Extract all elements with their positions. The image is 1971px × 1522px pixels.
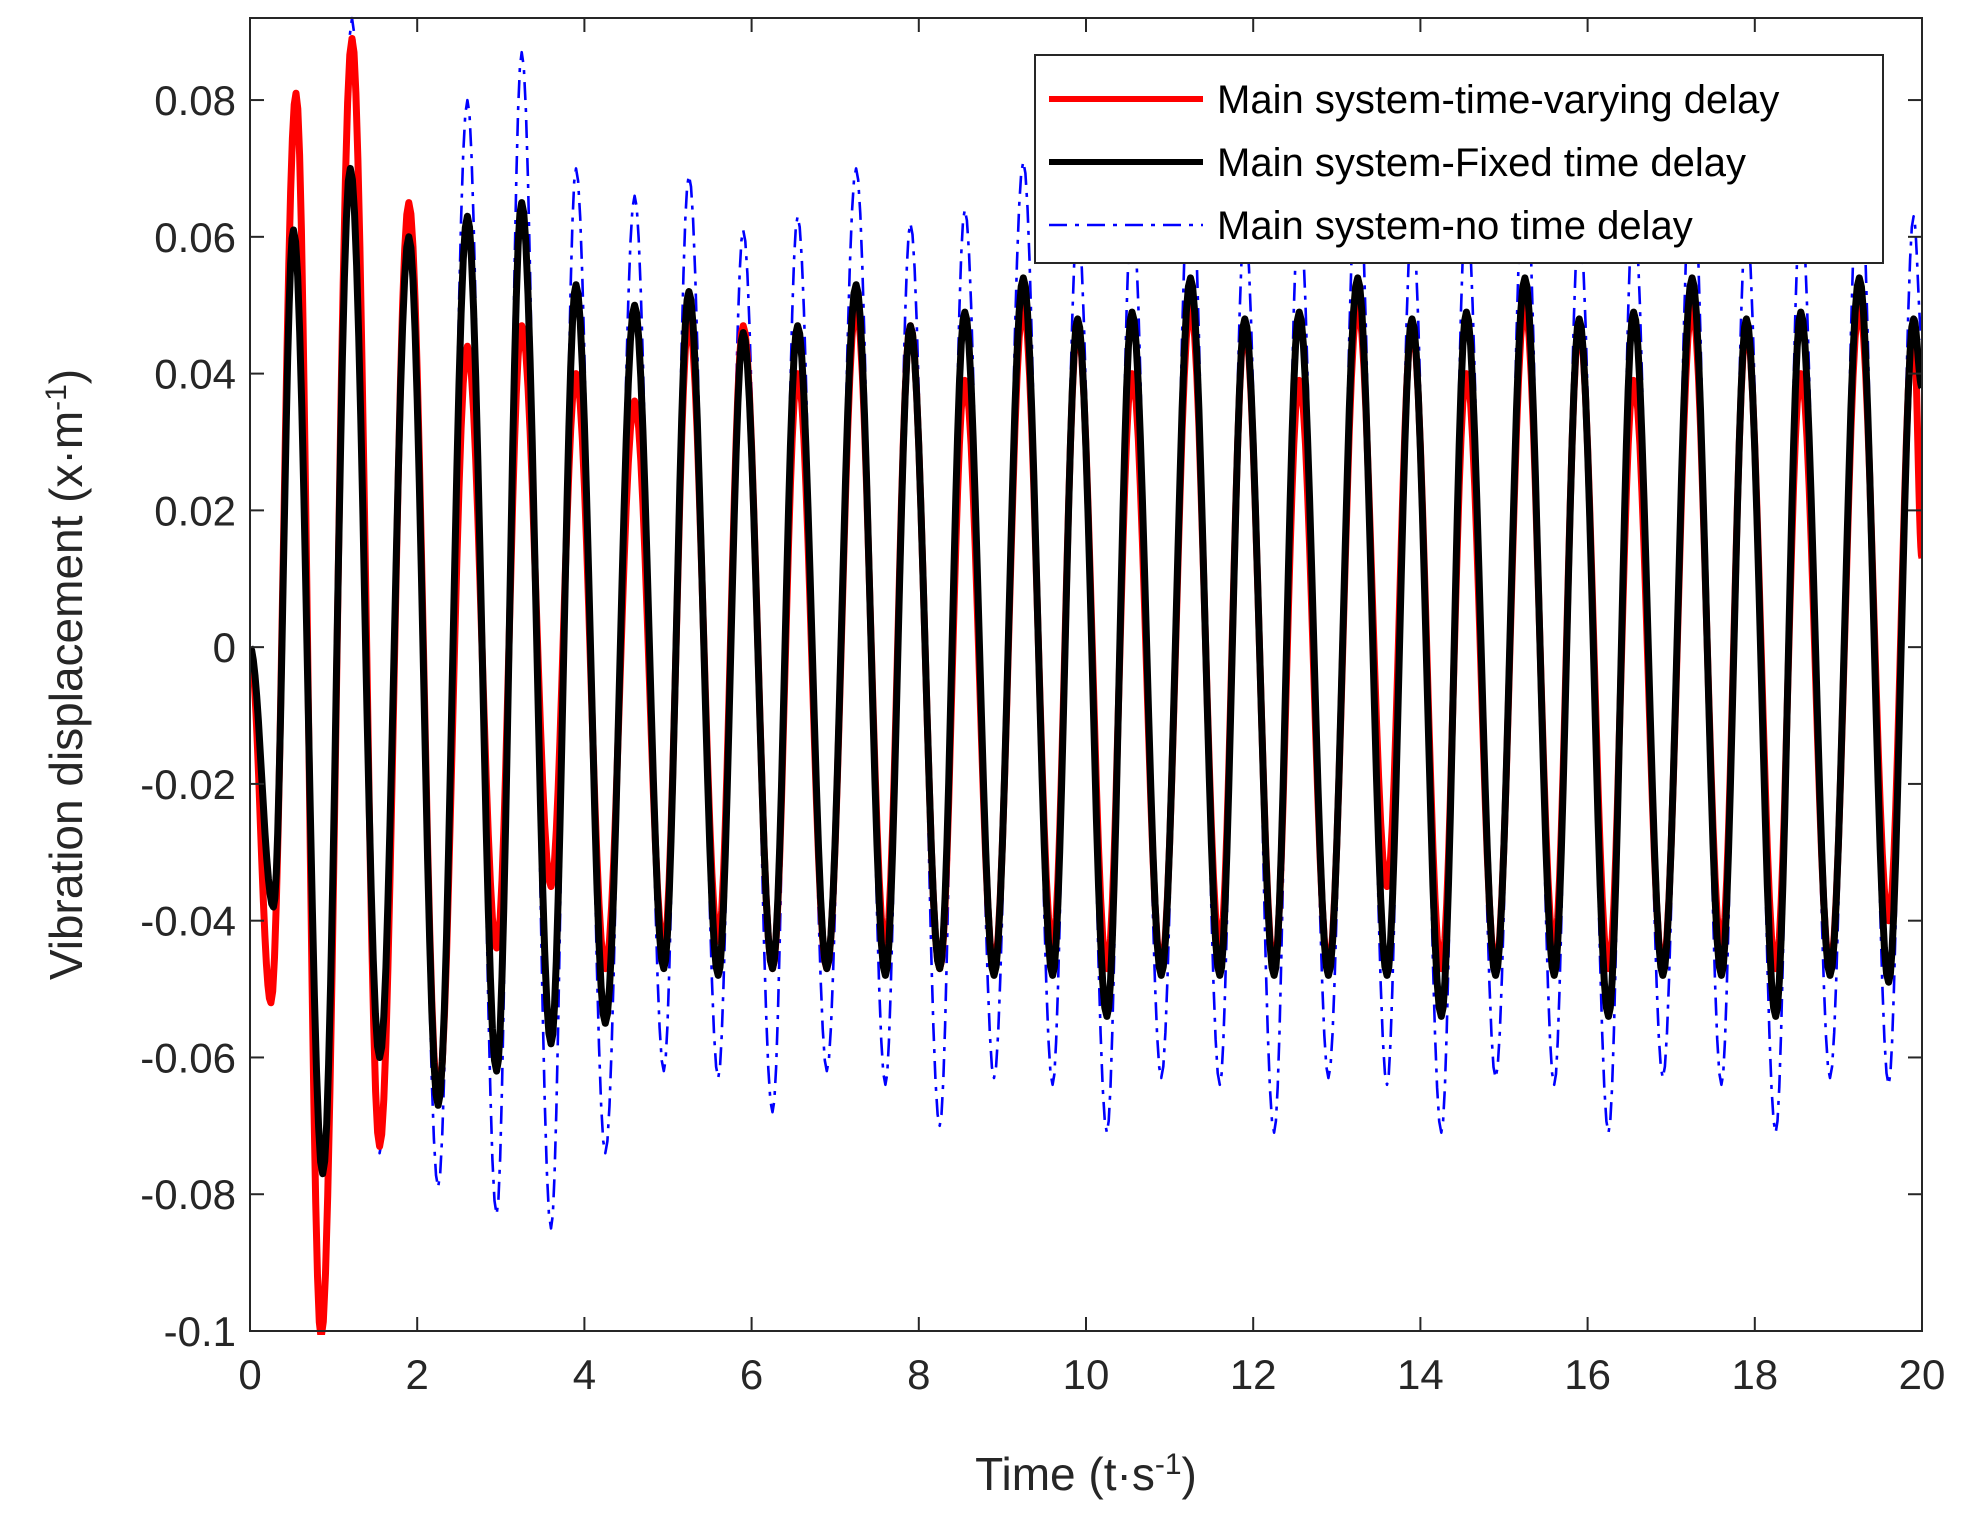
x-tick-label: 18 xyxy=(1731,1351,1778,1398)
ticks-layer: 0 2 4 6 8 10 12 14 16 18 20 -0.1 -0.08 -0.06 -0.04 -0.0… xyxy=(140,18,1945,1398)
y-axis-label: Vibration displacement (x·m-1) xyxy=(40,369,93,980)
x-axis-label-base: Time (t·s xyxy=(975,1448,1155,1500)
legend-label-3: Main system-no time delay xyxy=(1217,204,1693,248)
axes-box xyxy=(249,17,1923,1332)
x-axis-label-sup: -1 xyxy=(1155,1448,1182,1481)
y-tick-label: 0.02 xyxy=(154,487,236,534)
x-tick-label: 2 xyxy=(406,1351,429,1398)
x-tick-label: 4 xyxy=(573,1351,596,1398)
legend-label-2: Main system-Fixed time delay xyxy=(1217,141,1746,185)
y-tick-label: -0.1 xyxy=(164,1308,236,1355)
y-tick-label: -0.04 xyxy=(140,898,236,945)
y-tick-label: -0.08 xyxy=(140,1171,236,1218)
y-axis-label-base: Vibration displacement (x·m xyxy=(40,411,92,980)
y-tick-label: 0.06 xyxy=(154,214,236,261)
y-axis-label-sup: -1 xyxy=(40,384,73,411)
legend-label-1: Main system-time-varying delay xyxy=(1217,78,1779,122)
x-tick-label: 0 xyxy=(238,1351,261,1398)
series-line-3 xyxy=(250,16,1922,1333)
y-tick-label: 0.04 xyxy=(154,351,236,398)
x-tick-label: 6 xyxy=(740,1351,763,1398)
series-layer xyxy=(250,16,1922,1335)
x-tick-label: 20 xyxy=(1899,1351,1946,1398)
y-tick-label: -0.02 xyxy=(140,761,236,808)
x-tick-label: 10 xyxy=(1063,1351,1110,1398)
x-tick-label: 14 xyxy=(1397,1351,1444,1398)
x-axis-label-close: ) xyxy=(1182,1448,1197,1500)
y-tick-label: 0 xyxy=(213,624,236,671)
x-axis-label: Time (t·s-1) xyxy=(975,1448,1197,1501)
y-tick-label: -0.06 xyxy=(140,1034,236,1081)
x-tick-label: 12 xyxy=(1230,1351,1277,1398)
legend: Main system-time-varying delay Main syste… xyxy=(1034,54,1884,264)
series-line-2 xyxy=(250,164,1922,1178)
y-axis-label-close: ) xyxy=(40,369,92,384)
y-tick-label: 0.08 xyxy=(154,77,236,124)
x-tick-label: 16 xyxy=(1564,1351,1611,1398)
x-tick-label: 8 xyxy=(907,1351,930,1398)
